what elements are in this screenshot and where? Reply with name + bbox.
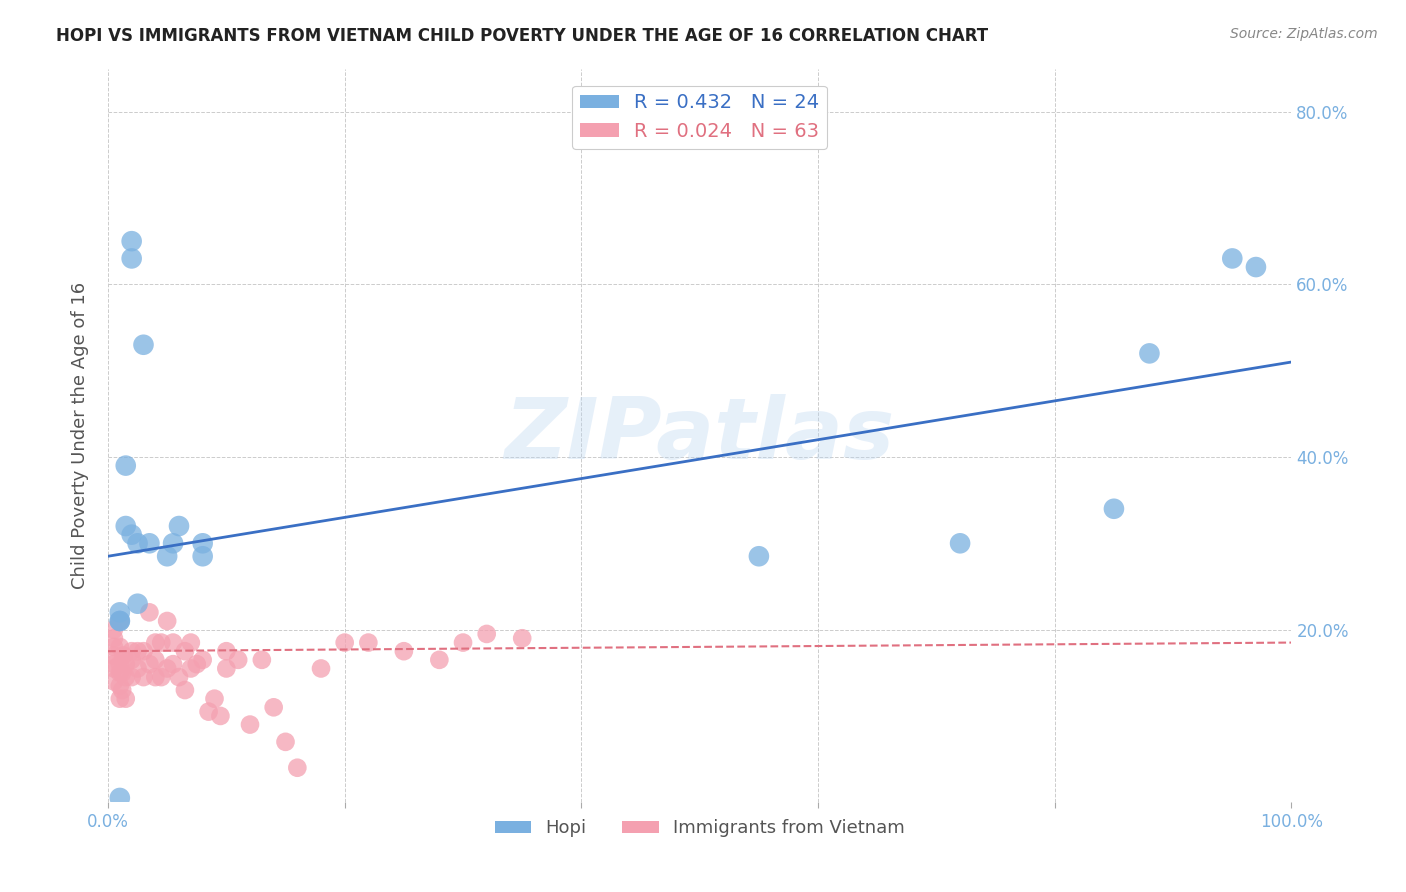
Point	[167, 670, 190, 684]
Point	[108, 614, 131, 628]
Point	[103, 674, 125, 689]
Point	[167, 519, 190, 533]
Point	[108, 640, 131, 654]
Point	[108, 657, 131, 672]
Point	[186, 657, 208, 672]
Point	[180, 661, 202, 675]
Point	[427, 653, 450, 667]
Point	[103, 657, 125, 672]
Text: HOPI VS IMMIGRANTS FROM VIETNAM CHILD POVERTY UNDER THE AGE OF 16 CORRELATION CH: HOPI VS IMMIGRANTS FROM VIETNAM CHILD PO…	[56, 27, 988, 45]
Point	[156, 549, 179, 564]
Point	[191, 653, 214, 667]
Point	[1102, 501, 1125, 516]
Point	[111, 665, 134, 680]
Point	[174, 644, 197, 658]
Point	[156, 614, 179, 628]
Point	[333, 635, 356, 649]
Point	[309, 661, 332, 675]
Point	[114, 458, 136, 473]
Point	[1139, 346, 1161, 360]
Point	[112, 648, 135, 663]
Point	[162, 657, 184, 672]
Point	[108, 691, 131, 706]
Point	[132, 644, 155, 658]
Point	[143, 635, 166, 649]
Point	[274, 735, 297, 749]
Point	[108, 665, 131, 680]
Point	[103, 640, 125, 654]
Point	[127, 597, 149, 611]
Point	[121, 234, 143, 248]
Point	[748, 549, 770, 564]
Point	[1220, 252, 1243, 266]
Point	[156, 661, 179, 675]
Point	[510, 632, 533, 646]
Point	[127, 661, 149, 675]
Point	[357, 635, 380, 649]
Point	[250, 653, 273, 667]
Point	[162, 635, 184, 649]
Point	[138, 536, 160, 550]
Point	[103, 632, 125, 646]
Point	[209, 709, 232, 723]
Point	[392, 644, 415, 658]
Point	[132, 670, 155, 684]
Point	[121, 653, 143, 667]
Y-axis label: Child Poverty Under the Age of 16: Child Poverty Under the Age of 16	[72, 282, 89, 589]
Point	[451, 635, 474, 649]
Point	[127, 536, 149, 550]
Point	[226, 653, 249, 667]
Point	[263, 700, 285, 714]
Point	[103, 661, 125, 675]
Point	[121, 670, 143, 684]
Point	[114, 670, 136, 684]
Point	[150, 670, 173, 684]
Point	[239, 717, 262, 731]
Point	[138, 605, 160, 619]
Point	[150, 635, 173, 649]
Point	[121, 644, 143, 658]
Point	[114, 657, 136, 672]
Point	[215, 644, 238, 658]
Point	[197, 705, 219, 719]
Point	[949, 536, 972, 550]
Point	[103, 648, 125, 663]
Point	[108, 614, 131, 628]
Text: Source: ZipAtlas.com: Source: ZipAtlas.com	[1230, 27, 1378, 41]
Point	[108, 791, 131, 805]
Legend: Hopi, Immigrants from Vietnam: Hopi, Immigrants from Vietnam	[488, 812, 912, 845]
Point	[108, 614, 131, 628]
Point	[162, 536, 184, 550]
Point	[132, 337, 155, 351]
Point	[103, 623, 125, 637]
Point	[191, 536, 214, 550]
Point	[143, 670, 166, 684]
Point	[174, 683, 197, 698]
Point	[114, 691, 136, 706]
Point	[475, 627, 498, 641]
Point	[121, 527, 143, 541]
Point	[108, 605, 131, 619]
Point	[138, 657, 160, 672]
Point	[180, 635, 202, 649]
Point	[114, 519, 136, 533]
Point	[111, 683, 134, 698]
Point	[108, 679, 131, 693]
Point	[285, 761, 308, 775]
Point	[121, 252, 143, 266]
Point	[204, 691, 226, 706]
Point	[143, 653, 166, 667]
Point	[191, 549, 214, 564]
Point	[1244, 260, 1267, 274]
Point	[127, 644, 149, 658]
Text: ZIPatlas: ZIPatlas	[505, 394, 894, 477]
Point	[215, 661, 238, 675]
